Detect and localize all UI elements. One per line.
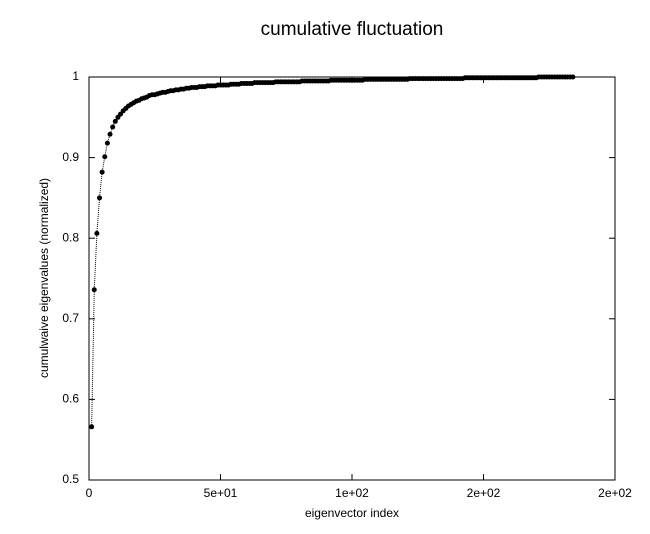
data-point (99, 169, 105, 175)
data-point (570, 74, 576, 80)
x-tick-label: 1e+02 (335, 486, 369, 500)
chart-title: cumulative fluctuation (261, 19, 444, 40)
y-axis-label: cumulwaive eigenvalues (normalized) (37, 178, 51, 378)
data-point (112, 118, 118, 124)
x-axis-label: eigenvector index (305, 506, 399, 520)
y-tick-label: 0.9 (62, 150, 79, 164)
series-line (91, 76, 573, 427)
x-tick-label: 2e+02 (467, 486, 501, 500)
y-tick-label: 0.7 (62, 311, 79, 325)
x-tick-label: 5e+01 (204, 486, 238, 500)
data-point (102, 154, 108, 160)
y-tick-label: 0.5 (62, 472, 79, 486)
y-tick-label: 0.8 (62, 230, 79, 244)
data-point (91, 287, 97, 293)
y-tick-label: 0.6 (62, 392, 79, 406)
plot-frame (88, 76, 616, 481)
x-tick-label: 0 (86, 486, 93, 500)
data-point (104, 140, 110, 146)
data-point (89, 424, 95, 430)
x-tick-label: 2e+02 (598, 486, 632, 500)
y-tick-label: 1 (72, 69, 79, 83)
data-point (97, 195, 103, 201)
data-point (107, 131, 113, 137)
data-point (110, 124, 116, 130)
data-point (94, 230, 100, 236)
